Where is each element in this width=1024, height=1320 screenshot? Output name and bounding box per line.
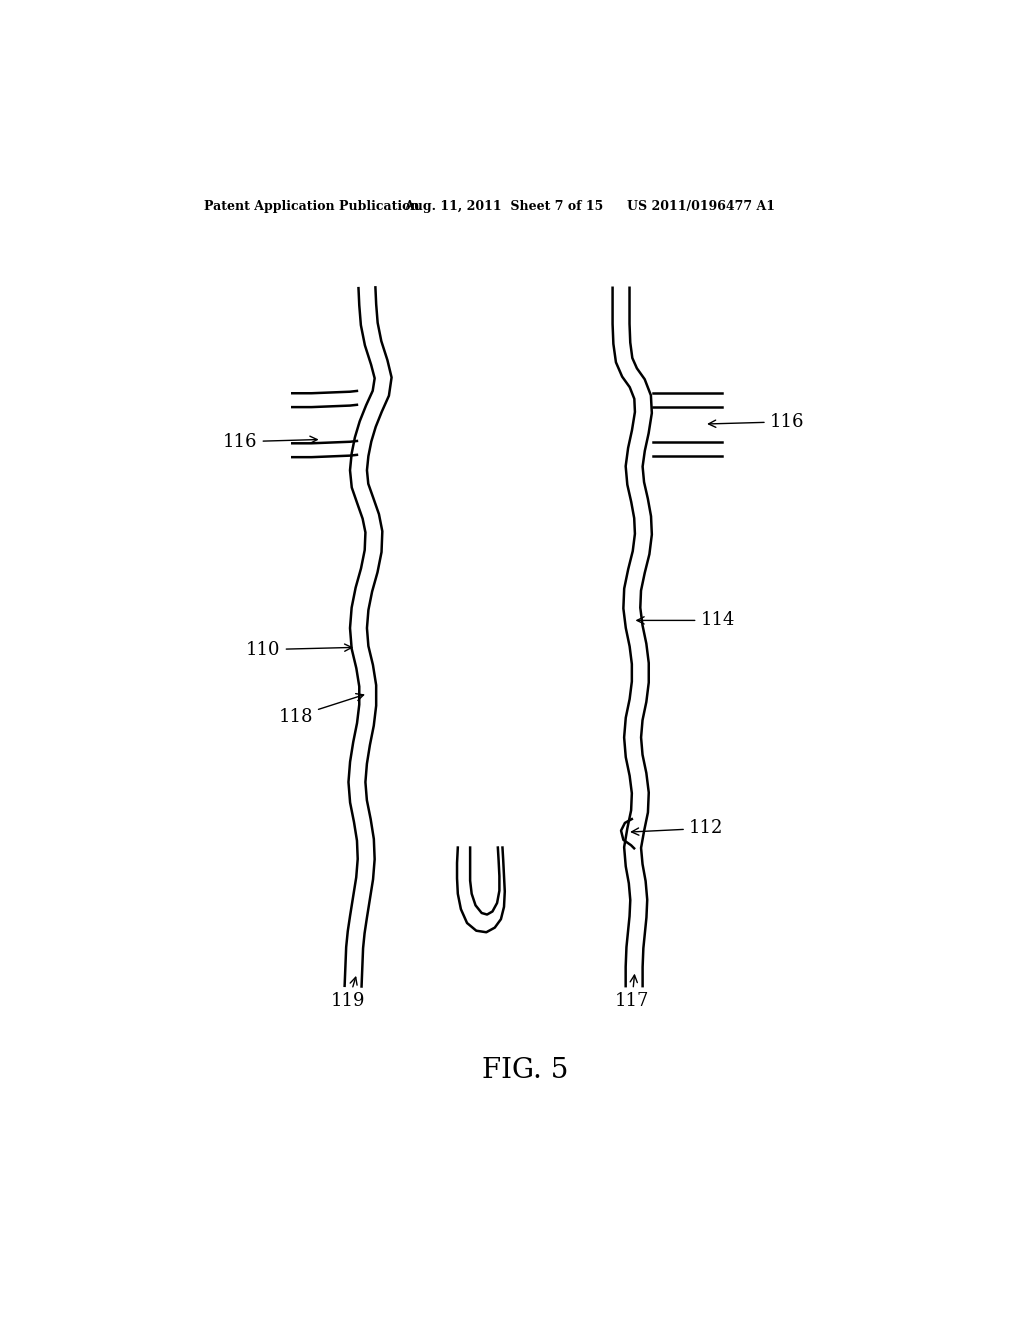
Text: 117: 117 [614, 975, 649, 1010]
Text: 119: 119 [331, 977, 366, 1010]
Text: Aug. 11, 2011  Sheet 7 of 15: Aug. 11, 2011 Sheet 7 of 15 [403, 199, 603, 213]
Text: 110: 110 [246, 640, 352, 659]
Text: Patent Application Publication: Patent Application Publication [204, 199, 419, 213]
Text: 118: 118 [279, 693, 364, 726]
Text: US 2011/0196477 A1: US 2011/0196477 A1 [628, 199, 775, 213]
Text: 114: 114 [637, 611, 735, 630]
Text: 112: 112 [632, 820, 723, 837]
Text: 116: 116 [223, 433, 317, 450]
Text: FIG. 5: FIG. 5 [481, 1057, 568, 1084]
Text: 116: 116 [709, 413, 804, 430]
